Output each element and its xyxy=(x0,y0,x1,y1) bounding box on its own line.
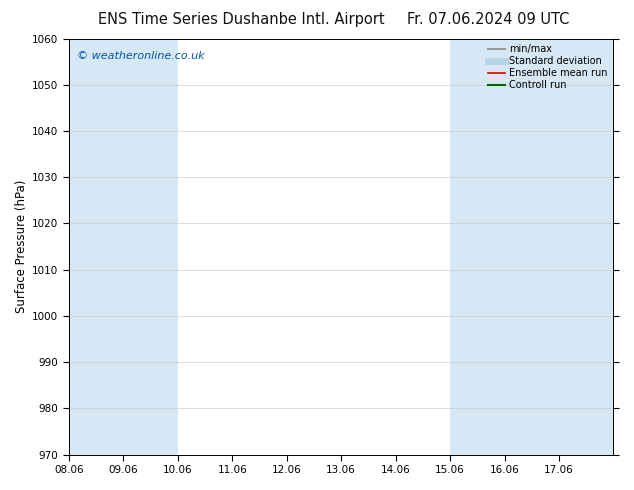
Bar xyxy=(505,39,559,455)
Text: Fr. 07.06.2024 09 UTC: Fr. 07.06.2024 09 UTC xyxy=(407,12,569,27)
Bar xyxy=(559,39,614,455)
Text: ENS Time Series Dushanbe Intl. Airport: ENS Time Series Dushanbe Intl. Airport xyxy=(98,12,384,27)
Bar xyxy=(450,39,505,455)
Bar xyxy=(123,39,178,455)
Text: © weatheronline.co.uk: © weatheronline.co.uk xyxy=(77,51,205,61)
Y-axis label: Surface Pressure (hPa): Surface Pressure (hPa) xyxy=(15,180,28,313)
Bar xyxy=(69,39,123,455)
Legend: min/max, Standard deviation, Ensemble mean run, Controll run: min/max, Standard deviation, Ensemble me… xyxy=(484,41,612,94)
